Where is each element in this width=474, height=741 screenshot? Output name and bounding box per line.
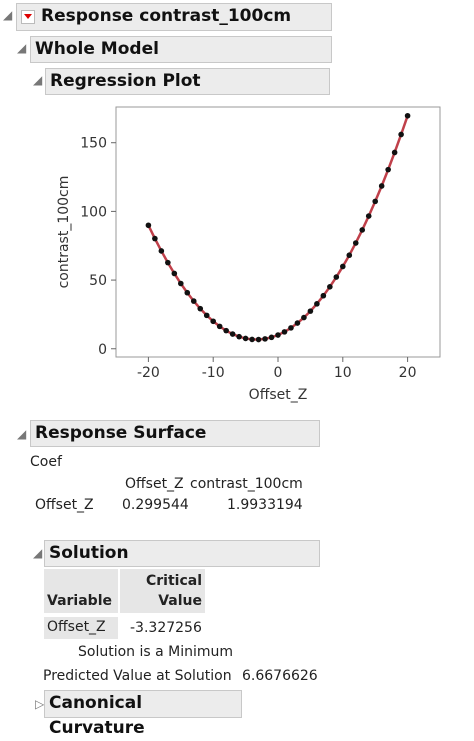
data-point [301, 314, 307, 321]
section-header[interactable]: Solution [44, 540, 320, 567]
data-point [398, 131, 404, 138]
row-header: Offset_Z [44, 617, 118, 639]
predicted-value: 6.6676626 [242, 668, 318, 684]
data-point [275, 332, 281, 338]
section-title: Solution [49, 543, 129, 563]
y-tick-label: 150 [80, 136, 107, 152]
data-point [223, 327, 229, 334]
data-point [210, 318, 216, 325]
data-point [165, 259, 171, 266]
data-point [391, 149, 398, 156]
table-cell: -3.327256 [130, 620, 202, 636]
page: ◢ Response contrast_100cm ◢ Whole Model … [3, 3, 441, 738]
expand-toggle[interactable]: ▷ [35, 697, 45, 711]
data-point [184, 289, 191, 296]
collapse-toggle[interactable]: ◢ [17, 41, 27, 55]
predicted-label: Predicted Value at Solution [43, 668, 232, 684]
data-point [203, 312, 210, 319]
collapse-toggle[interactable]: ◢ [3, 8, 13, 22]
column-header: Critical Value [120, 569, 205, 613]
data-point [249, 336, 255, 343]
data-point [152, 235, 158, 242]
section-title: Regression Plot [50, 71, 201, 91]
data-point [190, 298, 197, 304]
solution-note: Solution is a Minimum [78, 644, 234, 660]
data-point [320, 292, 327, 299]
data-point [262, 336, 268, 342]
coef-label: Coef [30, 454, 62, 470]
data-point [307, 308, 314, 314]
x-tick-label: 20 [399, 365, 417, 381]
data-point [268, 334, 275, 341]
x-tick-label: 10 [334, 365, 352, 381]
column-header: contrast_100cm [190, 476, 303, 492]
report-title: Response contrast_100cm [41, 6, 292, 26]
data-point [158, 248, 165, 254]
row-header: Offset_Z [35, 497, 94, 513]
data-point [385, 166, 391, 173]
section-title: Canonical Curvature [49, 693, 145, 738]
data-point [352, 240, 359, 246]
data-point [171, 270, 178, 277]
x-axis-label: Offset_Z [249, 387, 308, 403]
data-point [314, 301, 320, 307]
y-tick-label: 50 [89, 273, 107, 289]
regression-chart: 0 50 100 150 -20 -10 0 10 20 Offset_Z contrast_100… [56, 106, 441, 403]
section-header[interactable]: Whole Model [30, 36, 332, 63]
x-tick-label: -20 [137, 365, 160, 381]
data-point [340, 263, 346, 270]
data-point [281, 329, 288, 335]
data-point [372, 198, 379, 205]
x-tick-label: 0 [274, 365, 283, 381]
section-header[interactable]: Canonical Curvature [44, 690, 242, 738]
y-tick-label: 100 [80, 204, 107, 220]
y-axis-label: contrast_100cm [56, 176, 72, 289]
y-tick-label: 0 [98, 342, 107, 358]
data-point [197, 305, 204, 312]
table-cell: 1.9933194 [227, 497, 303, 513]
plot-frame [115, 106, 441, 358]
data-point [327, 284, 333, 290]
data-point [378, 183, 385, 189]
collapse-toggle[interactable]: ◢ [33, 73, 43, 87]
table-cell: 0.299544 [122, 497, 189, 513]
data-point [404, 112, 411, 119]
collapse-toggle[interactable]: ◢ [33, 546, 43, 560]
collapse-toggle[interactable]: ◢ [17, 427, 27, 441]
data-point [255, 336, 262, 343]
section-title: Response Surface [35, 423, 207, 443]
data-point [288, 325, 294, 331]
menu-icon[interactable] [21, 10, 35, 24]
data-point [178, 280, 184, 287]
data-point [216, 323, 223, 330]
data-point [145, 222, 152, 229]
data-point [359, 227, 366, 233]
data-point [229, 331, 236, 337]
data-point [242, 335, 249, 342]
section-header[interactable]: Response Surface [30, 420, 320, 447]
data-point [346, 252, 353, 259]
column-header: Offset_Z [125, 476, 184, 492]
report-header[interactable]: Response contrast_100cm [16, 3, 332, 31]
data-point [236, 333, 242, 340]
data-point [294, 320, 301, 326]
section-title: Whole Model [35, 39, 159, 59]
data-point [365, 213, 372, 219]
data-point [333, 274, 340, 280]
column-header: Variable [44, 569, 118, 613]
x-tick-label: -10 [202, 365, 225, 381]
section-header[interactable]: Regression Plot [45, 68, 330, 95]
